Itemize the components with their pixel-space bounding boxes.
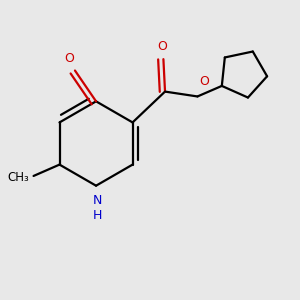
Text: N: N — [93, 194, 102, 207]
Text: O: O — [157, 40, 167, 53]
Text: CH₃: CH₃ — [7, 171, 29, 184]
Text: O: O — [64, 52, 74, 65]
Text: H: H — [93, 209, 102, 222]
Text: O: O — [199, 75, 209, 88]
